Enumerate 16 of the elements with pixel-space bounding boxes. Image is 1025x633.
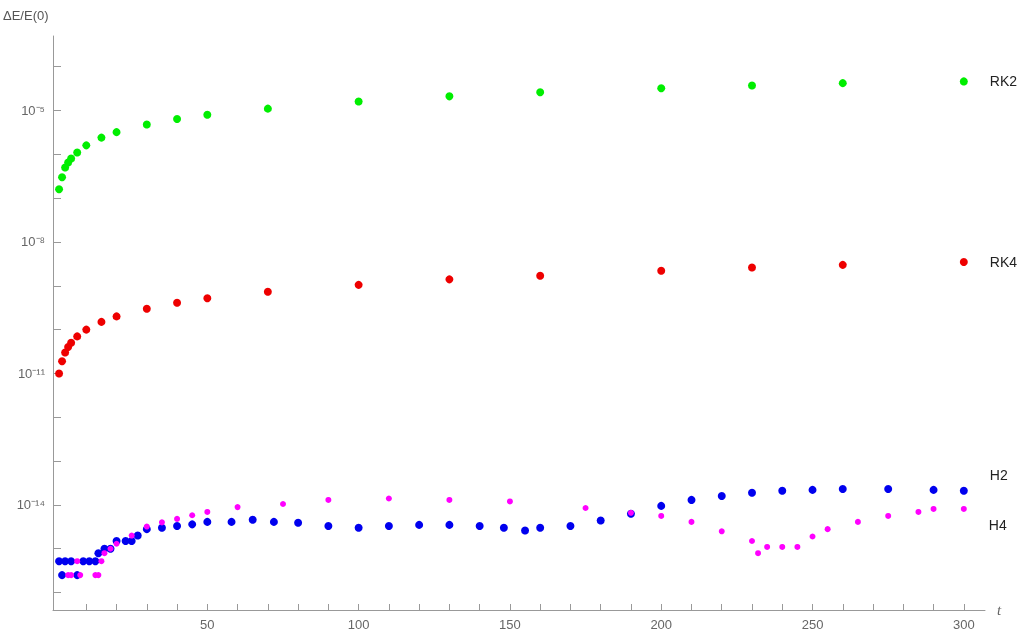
y-tick-label: 10⁻⁵	[21, 102, 45, 118]
y-tick-label: 10⁻¹¹	[17, 365, 46, 381]
y-axis-title: ΔE/E(0)	[3, 8, 49, 23]
x-tick-label: 250	[801, 617, 824, 632]
y-tick-label: 10⁻⁸	[21, 234, 45, 250]
x-tick-label: 100	[347, 617, 370, 632]
x-axis-title: t	[997, 602, 1002, 618]
series-label: RK2	[989, 73, 1018, 90]
series-label: H4	[988, 516, 1007, 533]
x-tick-label: 300	[952, 617, 975, 632]
y-tick-label: 10⁻¹⁴	[16, 497, 45, 513]
series-label: H2	[989, 466, 1008, 483]
series-label: RK4	[989, 253, 1018, 270]
x-tick-label: 200	[650, 617, 673, 632]
x-tick-label: 50	[200, 617, 215, 632]
x-tick-label: 150	[499, 617, 521, 632]
